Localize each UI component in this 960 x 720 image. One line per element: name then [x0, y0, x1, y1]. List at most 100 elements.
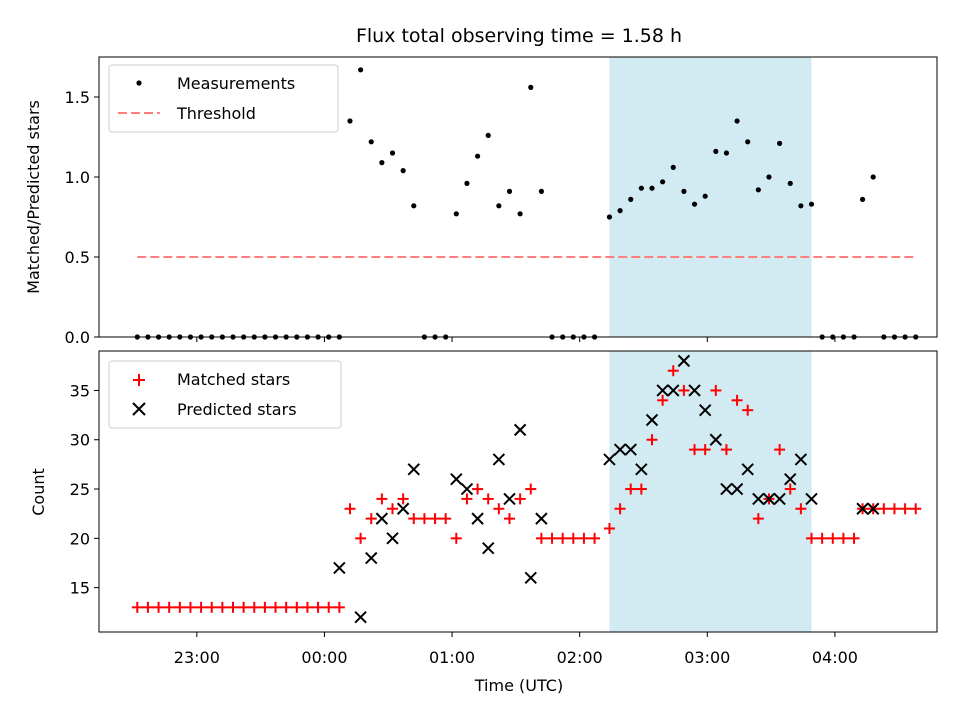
matched-star-point	[667, 365, 679, 377]
measurement-point	[453, 211, 459, 217]
predicted-star-point	[784, 472, 797, 486]
matched-star-point	[689, 444, 701, 456]
measurement-point	[400, 168, 406, 174]
predicted-star-point	[720, 482, 733, 496]
top-y-axis-label: Matched/Predicted stars	[24, 100, 43, 294]
matched-star-point	[365, 513, 377, 525]
predicted-star-point	[407, 463, 420, 476]
measurement-point	[734, 118, 740, 124]
bottom-y-axis-label: Count	[29, 468, 48, 516]
x-tick-label: 03:00	[684, 648, 730, 667]
measurement-point	[411, 203, 417, 209]
measurement-point	[859, 196, 866, 202]
predicted-star-point	[535, 512, 548, 525]
matched-star-point	[153, 601, 165, 613]
matched-star-point	[482, 493, 494, 505]
legend-matched-label: Matched stars	[177, 370, 290, 389]
matched-star-point	[678, 384, 690, 396]
matched-star-point	[899, 503, 911, 515]
predicted-star-point	[503, 492, 516, 506]
predicted-stars-points	[333, 354, 880, 624]
matched-star-point	[635, 483, 647, 495]
matched-star-point	[248, 601, 260, 613]
measurement-point	[681, 188, 687, 194]
matched-star-point	[174, 601, 186, 613]
matched-star-point	[312, 601, 324, 613]
measurement-point	[474, 153, 481, 159]
matched-star-point	[323, 601, 335, 613]
x-tick-label: 01:00	[429, 648, 475, 667]
matched-star-point	[131, 601, 143, 613]
matched-star-point	[344, 503, 356, 515]
bottom-highlight-span	[609, 351, 812, 632]
measurement-point	[808, 201, 815, 207]
measurement-point	[485, 132, 491, 138]
predicted-star-point	[386, 532, 399, 545]
bottom-axes-frame	[98, 350, 938, 633]
predicted-star-point	[667, 384, 680, 397]
top-x-ticks	[196, 337, 836, 342]
matched-star-point	[784, 483, 796, 495]
matched-star-point	[195, 601, 207, 613]
matched-star-point	[567, 532, 579, 544]
predicted-star-point	[805, 492, 818, 506]
measurement-point	[538, 188, 544, 194]
measurement-point	[528, 84, 534, 90]
top-y-tick-label: 0.0	[65, 328, 90, 347]
measurement-point	[755, 187, 761, 193]
x-tick-label: 23:00	[174, 648, 220, 667]
predicted-star-point	[624, 443, 637, 456]
matched-star-point	[657, 394, 669, 406]
measurement-point	[787, 180, 793, 186]
matched-star-point	[614, 503, 626, 515]
bottom-y-tick-label: 20	[70, 529, 90, 548]
top-panel: 0.0 0.5 1.0 1.5 Matched/Predicted stars Mea…	[24, 56, 938, 347]
matched-star-point	[301, 601, 313, 613]
matched-star-point	[514, 493, 526, 505]
predicted-star-point	[513, 423, 527, 437]
predicted-star-point	[698, 403, 712, 417]
matched-star-point	[259, 601, 271, 613]
predicted-star-point	[471, 512, 484, 525]
measurement-point	[638, 185, 644, 191]
matched-star-point	[408, 513, 420, 525]
matched-star-point	[280, 601, 292, 613]
measurement-point	[379, 160, 385, 166]
matched-star-point	[387, 503, 399, 515]
predicted-star-point	[866, 502, 880, 515]
measurement-point	[517, 211, 523, 217]
matched-star-point	[397, 493, 409, 505]
predicted-star-point	[635, 463, 648, 476]
measurement-point	[766, 174, 772, 180]
matched-star-point	[710, 384, 722, 396]
measurement-point	[702, 193, 708, 199]
matched-star-point	[848, 532, 860, 544]
bottom-legend: Matched stars Predicted stars	[108, 360, 342, 429]
measurement-point	[358, 67, 364, 73]
legend-threshold-label: Threshold	[176, 104, 256, 123]
predicted-star-point	[773, 492, 786, 506]
matched-star-point	[184, 601, 196, 613]
matched-star-point	[888, 503, 900, 515]
matched-star-point	[216, 601, 228, 613]
predicted-star-point	[677, 354, 691, 368]
predicted-star-point	[396, 502, 410, 515]
matched-star-point	[910, 503, 922, 515]
measurement-point	[798, 203, 804, 209]
matched-stars-points	[131, 365, 922, 613]
matched-star-point	[589, 532, 601, 544]
predicted-star-point	[365, 551, 378, 565]
chart-title: Flux total observing time = 1.58 h	[356, 25, 682, 47]
measurement-point	[628, 196, 634, 202]
x-axis-label: Time (UTC)	[474, 676, 563, 695]
predicted-star-point	[450, 472, 463, 486]
measurement-point	[745, 139, 751, 145]
predicted-star-point	[603, 453, 616, 466]
measurement-point	[606, 214, 613, 220]
top-y-ticks: 0.0 0.5 1.0 1.5	[65, 88, 99, 347]
matched-star-point	[472, 483, 484, 495]
predicted-star-point	[688, 384, 701, 397]
matched-star-point	[699, 444, 711, 456]
matched-star-point	[418, 513, 430, 525]
